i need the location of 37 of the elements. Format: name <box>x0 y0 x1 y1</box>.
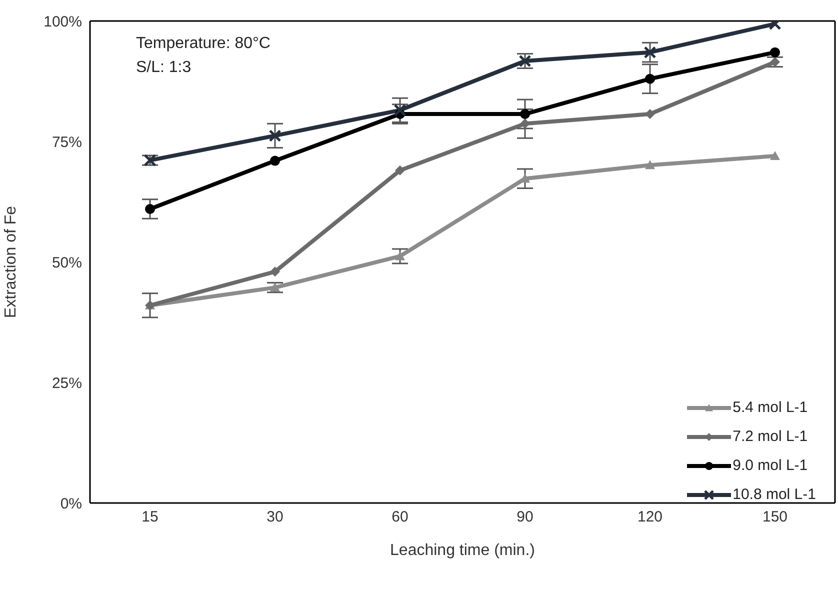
point <box>770 56 780 67</box>
point <box>644 46 656 59</box>
annotation: Temperature: 80°C <box>136 34 270 54</box>
point <box>144 154 156 167</box>
point <box>520 109 530 120</box>
y-tick-label: 75% <box>52 134 82 151</box>
point <box>770 47 780 58</box>
x-tick-label: 15 <box>142 508 158 526</box>
point <box>645 74 655 84</box>
x-tick-label: 150 <box>762 508 788 526</box>
point <box>145 204 155 214</box>
point <box>268 129 282 142</box>
y-tick-label: 25% <box>52 374 82 392</box>
point <box>395 251 405 260</box>
y-tick-label: 50% <box>52 254 82 272</box>
point <box>645 160 655 170</box>
y-tick-label: 0% <box>60 495 82 512</box>
x-axis-title: Leaching time (min.) <box>390 542 535 559</box>
x-tick-label: 120 <box>637 508 663 526</box>
x-tick-label: 60 <box>392 508 408 526</box>
point <box>395 165 405 176</box>
annotation: S/L: 1:3 <box>136 58 192 78</box>
point <box>520 118 530 129</box>
point <box>770 150 780 160</box>
x-tick-label: 30 <box>266 508 284 526</box>
point <box>270 156 280 166</box>
point <box>645 109 655 120</box>
legend-label: 9.0 mol L-1 <box>732 457 808 474</box>
x-tick-label: 90 <box>516 508 534 526</box>
y-tick-label: 100% <box>44 13 82 30</box>
y-axis-title: Extraction of Fe <box>2 206 20 318</box>
legend-label: 5.4 mol L-1 <box>732 399 808 416</box>
point <box>394 104 406 116</box>
point <box>270 266 280 277</box>
point <box>270 282 280 292</box>
legend-label: 7.2 mol L-1 <box>732 428 808 445</box>
legend-label: 10.8 mol L-1 <box>732 486 816 503</box>
